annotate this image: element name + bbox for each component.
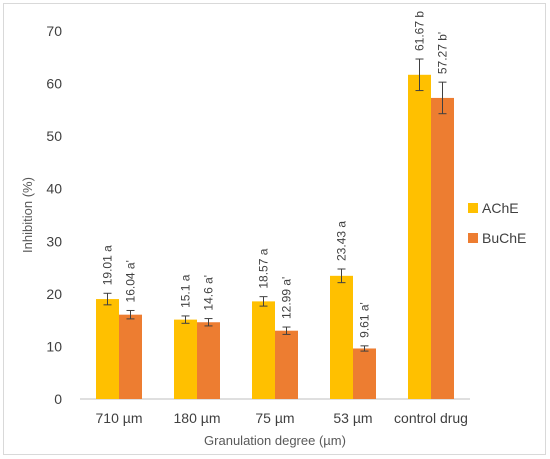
- x-tick-label: 53 µm: [333, 410, 372, 426]
- legend-swatch-buche: [468, 233, 478, 243]
- legend-label-ache: AChE: [482, 200, 519, 216]
- error-bar: [259, 296, 268, 307]
- bar-buche: [197, 322, 220, 399]
- bars: [96, 74, 454, 400]
- bar-buche: [275, 330, 298, 399]
- x-tick-label: 75 µm: [255, 410, 294, 426]
- data-label: 9.61 a': [358, 302, 372, 338]
- data-label: 19.01 a: [101, 245, 115, 285]
- data-label: 12.99 a': [280, 277, 294, 319]
- bar-ache: [408, 74, 431, 400]
- y-tick-label: 10: [46, 338, 62, 354]
- bar-ache: [330, 275, 353, 399]
- x-axis-ticks: 710 µm 180 µm 75 µm 53 µm control drug: [96, 410, 468, 426]
- error-bar: [337, 268, 346, 284]
- legend: AChE BuChE: [468, 200, 526, 246]
- bar-buche: [431, 97, 454, 399]
- data-label: 23.43 a: [335, 221, 349, 261]
- error-bar: [360, 345, 369, 352]
- y-tick-label: 40: [46, 181, 62, 197]
- bar-buche: [353, 348, 376, 399]
- y-tick-label: 60: [46, 76, 62, 92]
- error-bar: [181, 315, 190, 324]
- error-bar: [126, 309, 135, 320]
- bar-ache: [252, 301, 275, 399]
- data-label: 14.6 a': [202, 275, 216, 311]
- data-label: 16.04 a': [124, 260, 138, 302]
- x-tick-label: 710 µm: [96, 410, 143, 426]
- y-axis-title: Inhibition (%): [20, 177, 35, 253]
- error-bar: [103, 292, 112, 306]
- y-tick-label: 20: [46, 286, 62, 302]
- y-tick-label: 30: [46, 233, 62, 249]
- legend-swatch-ache: [468, 203, 478, 213]
- data-labels: 19.01 a 16.04 a' 15.1 a 14.6 a' 18.57 a 12.99…: [101, 11, 450, 338]
- error-bar: [282, 326, 291, 335]
- bar-ache: [174, 319, 197, 399]
- chart-frame: [3, 3, 546, 455]
- error-bar: [438, 81, 447, 115]
- legend-label-buche: BuChE: [482, 230, 526, 246]
- x-tick-label: control drug: [394, 410, 468, 426]
- y-axis-ticks: 0 10 20 30 40 50 60 70: [46, 23, 62, 407]
- error-bar: [415, 58, 424, 92]
- error-bar: [204, 318, 213, 327]
- y-tick-label: 70: [46, 23, 62, 39]
- bar-buche: [119, 314, 142, 399]
- data-label: 15.1 a: [179, 274, 193, 308]
- data-label: 61.67 b: [413, 11, 427, 51]
- x-axis-title: Granulation degree (µm): [204, 433, 346, 448]
- y-tick-label: 50: [46, 128, 62, 144]
- y-tick-label: 0: [54, 391, 62, 407]
- x-tick-label: 180 µm: [174, 410, 221, 426]
- data-label: 18.57 a: [257, 248, 271, 288]
- data-label: 57.27 b': [436, 32, 450, 74]
- bar-ache: [96, 299, 119, 399]
- error-bars: [103, 58, 447, 352]
